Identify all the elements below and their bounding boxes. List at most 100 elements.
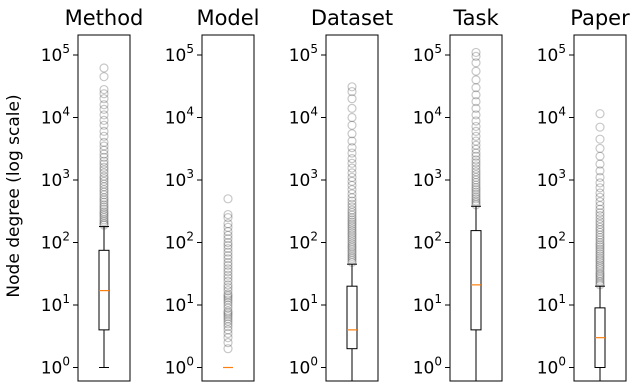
panel-frame [449,34,503,382]
outlier-point [223,333,233,343]
outlier-point [471,180,481,190]
outlier-point [471,161,481,171]
outlier-point [347,176,357,186]
y-tick-exponent: 4 [186,105,194,119]
outlier-point [471,189,481,199]
iqr-box [346,285,358,350]
outlier-point [347,251,357,261]
outlier-point [347,243,357,253]
outlier-point [347,196,357,206]
panel-plot-area [346,82,358,381]
y-tick-label: 100 [41,355,70,379]
y-tick-base: 10 [413,109,435,129]
y-tick-label: 105 [289,42,318,66]
outlier-point [471,148,481,158]
panel-title: Task [452,6,499,30]
outlier-point [347,247,357,257]
y-tick-exponent: 4 [434,105,442,119]
outlier-point [595,272,605,282]
y-tick-label: 102 [289,230,318,254]
outlier-point [595,204,605,214]
outlier-point [347,205,357,215]
outlier-point [595,192,605,202]
y-tick-exponent: 4 [62,105,70,119]
y-tick-label: 102 [537,230,566,254]
outlier-point [223,243,233,254]
outlier-point [223,270,233,280]
y-tick-exponent: 0 [558,355,566,369]
outlier-point [471,83,481,93]
outlier-point [223,338,233,348]
outlier-point [223,291,233,301]
y-tick-base: 10 [165,109,187,129]
outlier-point [223,314,233,324]
panel-title: Paper [570,6,630,30]
outlier-point [223,293,233,303]
panel-title: Dataset [311,6,393,30]
y-tick-exponent: 1 [186,292,194,306]
outlier-point [471,110,481,120]
outlier-point [595,264,605,274]
outlier-point [223,285,233,296]
y-tick-base: 10 [289,46,311,66]
outlier-point [99,156,109,166]
outlier-point [223,282,233,293]
outlier-point [99,63,109,73]
outlier-point [99,165,109,175]
outlier-point [471,170,481,180]
y-tick-label: 104 [41,105,70,129]
outlier-point [595,257,605,268]
outlier-point [347,215,357,225]
y-tick-base: 10 [537,296,559,316]
outlier-point [99,209,109,219]
outlier-point [223,222,233,232]
outlier-point [347,210,357,220]
outlier-point [99,185,109,195]
outlier-point [223,264,233,274]
outlier-point [471,151,481,161]
outlier-point [99,174,109,184]
outlier-point [595,134,605,144]
outlier-point [595,240,605,250]
y-tick-base: 10 [41,109,63,129]
outlier-point [99,204,109,214]
outlier-point [471,90,481,100]
outlier-point [595,197,605,207]
outlier-point [595,109,605,119]
outlier-point [223,250,233,261]
outlier-point [471,136,481,146]
outlier-point [595,200,605,211]
outlier-point [223,254,233,264]
y-tick-base: 10 [41,171,63,191]
y-tick-label: 100 [165,355,194,379]
outlier-point [99,159,109,169]
outlier-point [223,325,233,335]
y-tick-exponent: 5 [310,42,318,56]
outlier-point [595,253,605,263]
outlier-point [595,172,605,183]
outlier-point [99,193,109,203]
y-tick-label: 101 [289,292,318,316]
y-tick-exponent: 2 [62,230,70,244]
panel-plot-area [98,63,110,368]
outlier-point [223,319,233,329]
outlier-point [471,75,481,85]
outlier-point [471,182,481,193]
outlier-point [223,226,233,237]
outlier-point [471,96,481,107]
outlier-point [347,249,357,259]
outlier-point [99,104,109,114]
outlier-point [223,303,233,313]
outlier-point [347,129,357,139]
outlier-point [595,208,605,218]
outlier-point [347,142,357,153]
outlier-point [595,188,605,198]
outlier-point [347,153,357,164]
outlier-point [347,136,357,146]
panel-plot-area [470,47,482,381]
outlier-point [347,94,357,104]
y-tick-base: 10 [41,296,63,316]
outlier-point [99,145,109,155]
